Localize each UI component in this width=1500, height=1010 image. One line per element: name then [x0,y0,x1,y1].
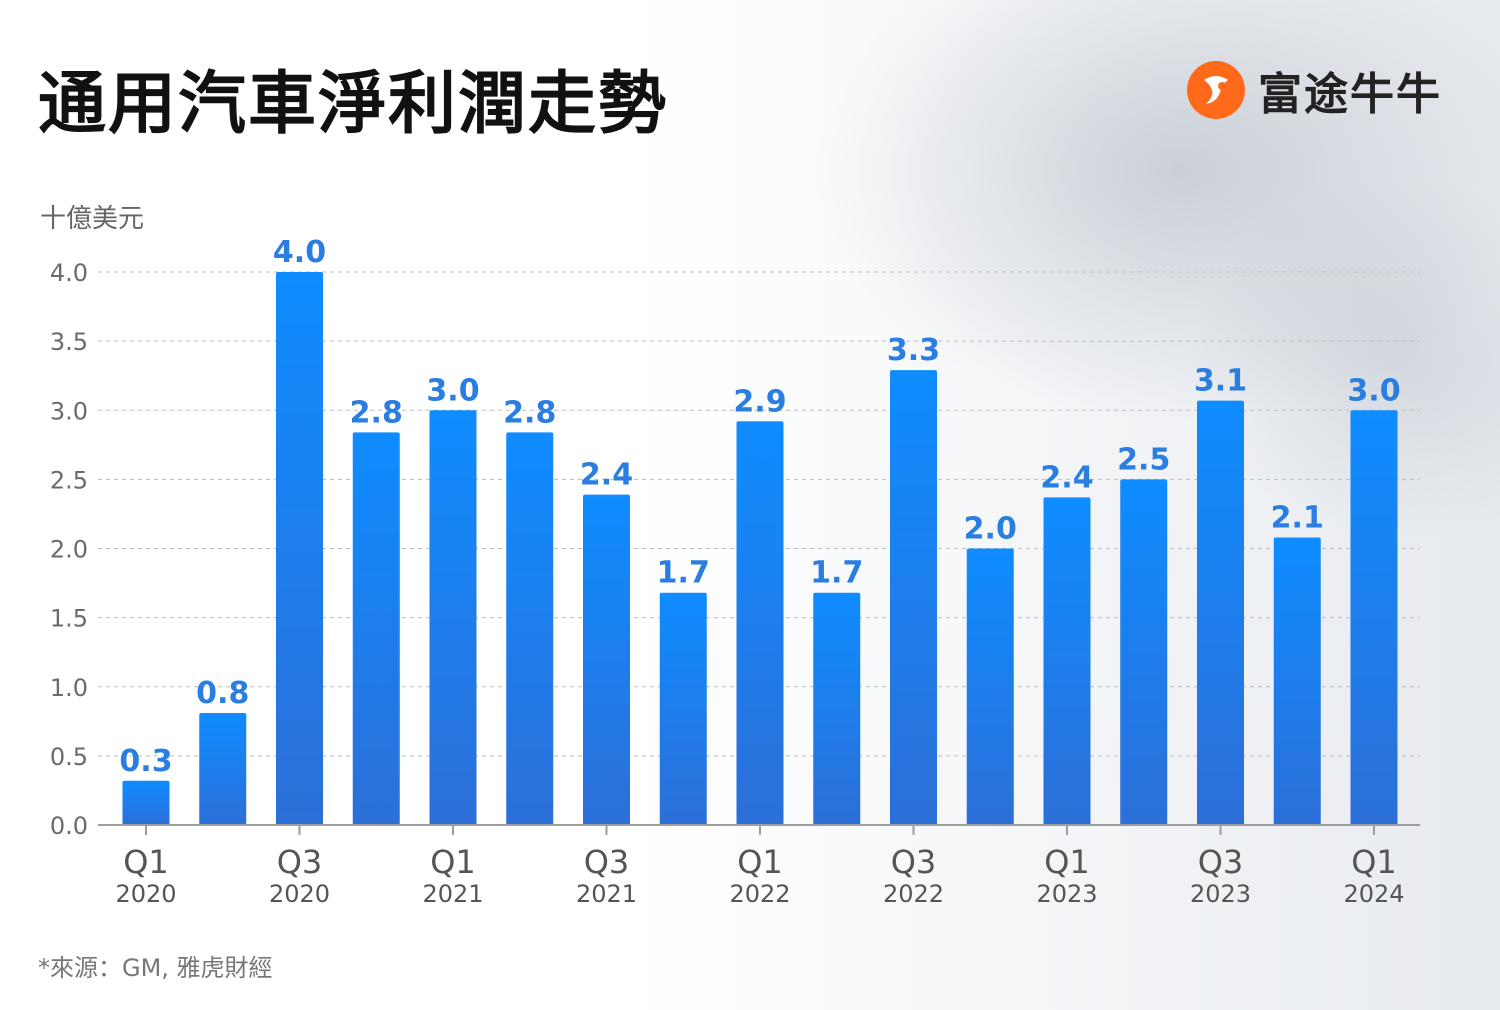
bar [352,432,400,825]
x-tick-year: 2022 [729,880,790,908]
y-tick-label: 3.5 [50,328,88,356]
bar [199,713,247,825]
bar [890,370,937,825]
x-tick-year: 2024 [1343,880,1404,908]
source-note: *來源：GM, 雅虎財經 [38,954,273,982]
bar-value-label: 4.0 [273,235,326,270]
x-tick-year: 2023 [1036,880,1097,908]
bar-value-label: 0.3 [119,744,172,779]
bar-value-label: 2.4 [1040,460,1093,495]
x-tick-quarter: Q1 [430,843,476,881]
bar [1350,410,1398,825]
bar-value-label: 2.5 [1117,442,1170,477]
y-tick-label: 3.0 [50,397,88,425]
x-tick-quarter: Q3 [891,843,937,881]
bar-value-label: 2.0 [964,512,1017,547]
y-tick-label: 2.0 [50,536,88,564]
x-tick-year: 2020 [115,880,176,908]
bars [122,272,1398,825]
x-axis: Q12020Q32020Q12021Q32021Q12022Q32022Q120… [98,824,1420,908]
y-tick-label: 1.0 [50,674,88,702]
y-tick-label: 2.5 [50,466,88,494]
bar [583,494,630,825]
x-tick-quarter: Q3 [584,843,630,881]
y-tick-label: 0.5 [50,743,88,771]
y-tick-label: 0.0 [50,812,88,840]
bar [1043,497,1091,825]
bar [429,410,477,825]
x-tick-quarter: Q3 [1198,843,1244,881]
bar [736,421,784,825]
bar-value-label: 3.1 [1194,364,1247,399]
y-axis-ticks: 0.0 0.5 1.0 1.5 2.0 2.5 3.0 3.5 4.0 [50,259,88,840]
bar-value-label: 3.0 [426,373,479,408]
x-tick-year: 2021 [422,880,483,908]
bar [1273,537,1321,825]
x-tick-year: 2023 [1190,880,1251,908]
bar [276,272,323,825]
y-axis-unit-label: 十億美元 [40,204,145,234]
bar [813,592,861,825]
bar-value-label: 2.1 [1271,500,1324,535]
x-tick-quarter: Q1 [123,843,169,881]
futu-logo-icon [1187,61,1245,119]
bar [966,548,1014,825]
x-tick-quarter: Q1 [1351,843,1397,881]
bar [659,592,707,825]
value-labels: 0.3 0.8 4.0 2.8 3.0 2.8 2.4 1.7 2.9 1.7 3.3 2.0 2.4 2… [119,235,1400,779]
bar [506,432,554,825]
bar [122,780,170,825]
bar-value-label: 3.3 [887,333,940,368]
bar [1197,400,1244,825]
bar [1120,479,1168,825]
y-tick-label: 1.5 [50,605,88,633]
bar-value-label: 2.9 [733,384,786,419]
bar-value-label: 2.8 [503,395,556,430]
x-tick-quarter: Q1 [737,843,783,881]
bar-value-label: 2.8 [350,395,403,430]
bar-value-label: 2.4 [580,458,633,493]
x-tick-year: 2022 [883,880,944,908]
bar-value-label: 1.7 [657,556,710,591]
x-tick-quarter: Q3 [277,843,323,881]
bar-value-label: 1.7 [810,556,863,591]
x-tick-year: 2020 [269,880,330,908]
brand-name: 富途牛牛 [1258,69,1442,120]
x-tick-quarter: Q1 [1044,843,1090,881]
bar-value-label: 3.0 [1347,373,1400,408]
bar-value-label: 0.8 [196,676,249,711]
y-tick-label: 4.0 [50,259,88,287]
brand-logo: 富途牛牛 [1186,58,1442,122]
x-tick-year: 2021 [576,880,637,908]
chart-title: 通用汽車淨利潤走勢 [38,65,669,144]
